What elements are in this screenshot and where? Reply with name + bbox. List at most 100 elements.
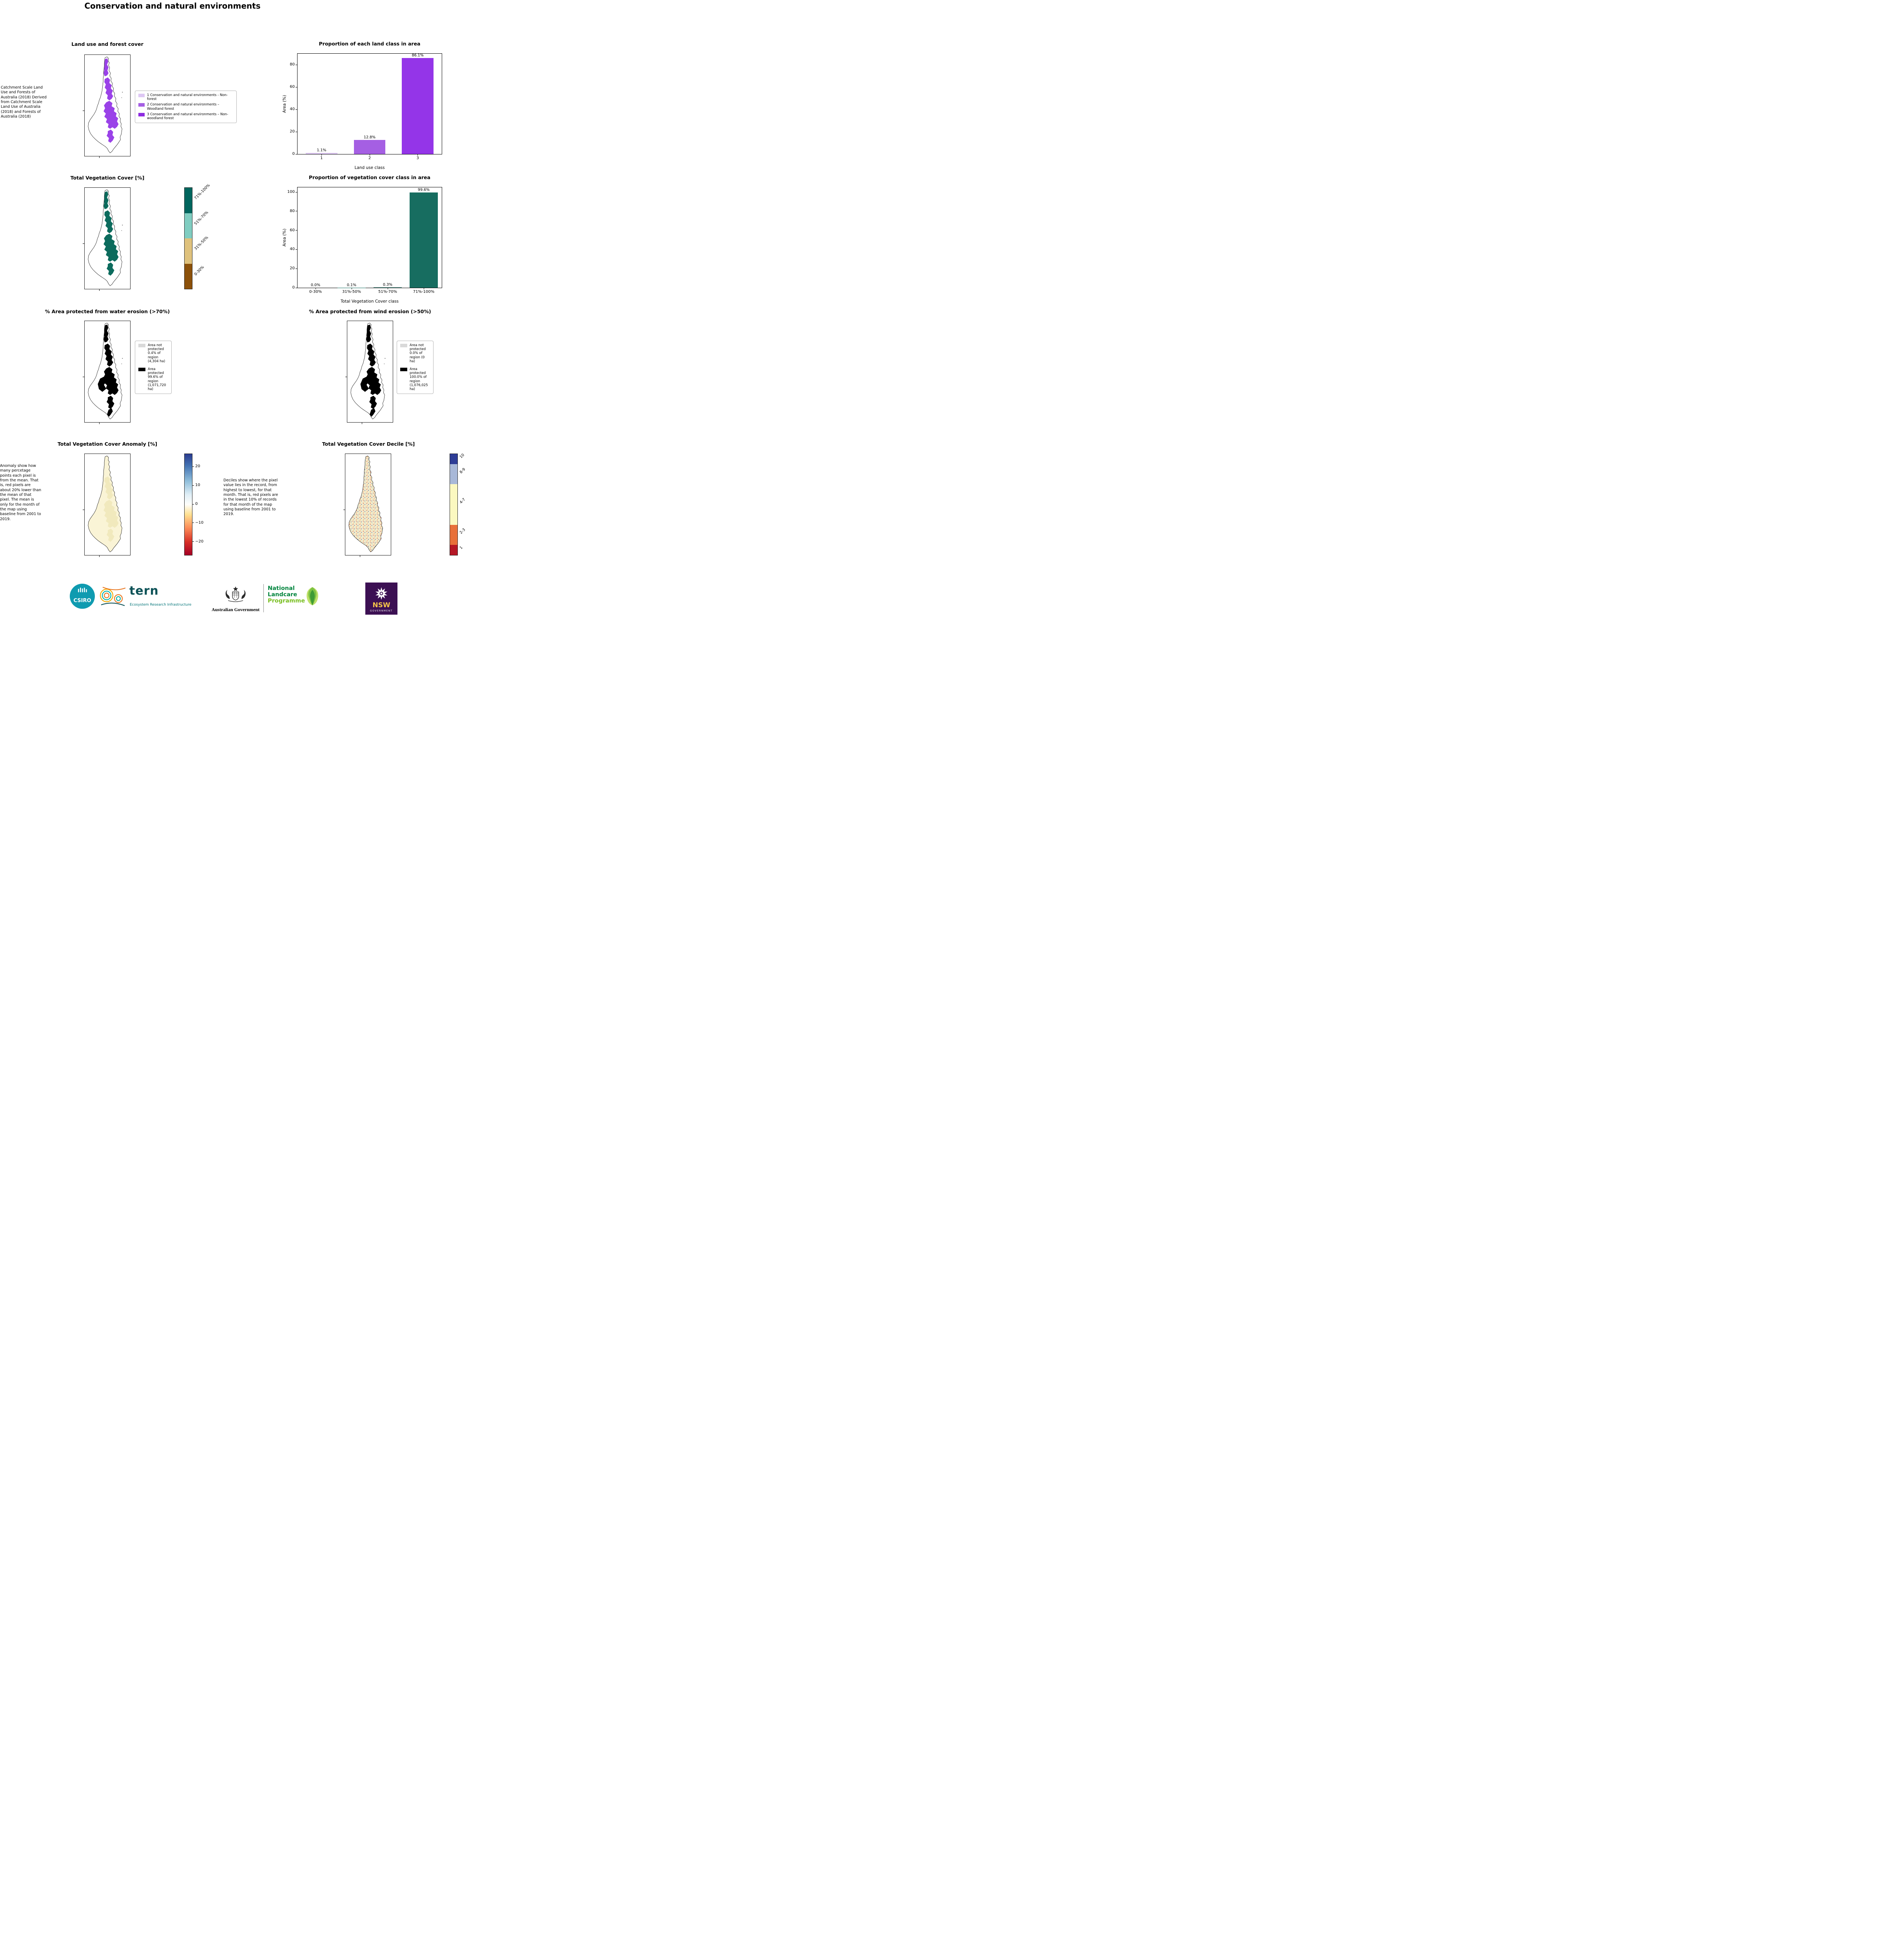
australian-government-crest (218, 583, 253, 605)
colorbar-segment (185, 238, 192, 264)
wind-erosion-map (345, 321, 393, 424)
y-tick (296, 249, 298, 250)
land-use-map-title: Land use and forest cover (71, 41, 143, 47)
decile-map (343, 454, 391, 557)
land-use-map (83, 54, 131, 158)
colorbar-tick (192, 504, 194, 505)
colorbar-segment (450, 524, 457, 545)
colorbar-segment (450, 484, 457, 525)
water-erosion-map (83, 321, 131, 424)
colorbar-segment (185, 213, 192, 238)
x-tick-label: 51%-70% (378, 290, 397, 294)
legend-item-label: 3 Conservation and natural environments … (147, 112, 229, 120)
footer-divider (263, 584, 264, 612)
land-class-plot-area: 0 20 40 60 80 1.1% 1 12.8% 2 86.1% 3 (290, 53, 442, 160)
y-tick-label: 100 (287, 190, 295, 194)
legend-item: Area not protected 0.0% of region (0 ha) (400, 343, 430, 363)
veg-cover-map (83, 187, 131, 291)
csiro-logo-svg: CSIRO (70, 584, 95, 609)
land-class-chart-xlabel: Land use class (354, 165, 385, 170)
y-tick-label: 60 (290, 85, 295, 89)
nsw-logo-text: NSW (372, 601, 390, 609)
anomaly-map-svg (88, 456, 122, 552)
page-title: Conservation and natural environments (84, 1, 261, 11)
colorbar-segment-label: 0-30% (193, 265, 205, 277)
colorbar-segment (450, 464, 457, 485)
legend-item: Area protected 100.0% of region (1,076,0… (400, 367, 430, 391)
veg-class-chart-xlabel: Total Vegetation Cover class (341, 299, 399, 304)
landcare-leaves-svg (307, 587, 318, 606)
anomaly-colorbar: 20 10 0 −10 −20 (184, 454, 223, 555)
australian-government-crest-svg (225, 586, 246, 602)
indigenous-artwork (98, 584, 127, 609)
bar (410, 192, 438, 288)
legend-swatch (138, 113, 145, 116)
legend-item: Area protected 99.6% of region (1,071,72… (138, 367, 168, 391)
csiro-logo-marks (78, 588, 87, 592)
land-use-legend: 1 Conservation and natural environments … (135, 91, 237, 123)
anomaly-colorbar-bar (184, 454, 192, 555)
national-landcare-programme-text: National Landcare Programme (268, 585, 305, 604)
land-class-chart-title: Proportion of each land class in area (319, 41, 421, 47)
bar (354, 140, 386, 154)
bar-value-label: 86.1% (412, 53, 424, 58)
colorbar-tick-label: 0 (195, 502, 198, 506)
tern-logo-text: tern (129, 584, 159, 598)
veg-cover-map-svg (88, 189, 123, 286)
land-class-chart-ylabel: Area (%) (282, 95, 287, 113)
coastal-islands (121, 92, 123, 98)
colorbar-segment-label: 71%-100% (193, 183, 211, 201)
nsw-logo-subtitle: GOVERNMENT (370, 610, 393, 612)
colorbar-segment (185, 188, 192, 213)
water-erosion-map-svg (88, 323, 123, 419)
nlp-line-national: National (268, 585, 295, 592)
colorbar-segment-label: 2-3 (459, 528, 466, 535)
legend-item-label: Area protected 100.0% of region (1,076,0… (410, 367, 428, 391)
x-tick-label: 0-30% (309, 290, 322, 294)
veg-cover-map-title: Total Vegetation Cover [%] (70, 175, 145, 181)
land-class-chart: Proportion of each land class in area Ar… (270, 40, 447, 173)
x-tick (321, 154, 322, 156)
y-tick-label: 0 (292, 152, 295, 156)
legend-item-label: Area protected 99.6% of region (1,071,72… (148, 367, 166, 391)
anomaly-note: Anomaly show how many percetage points e… (0, 464, 42, 521)
legend-item: 2 Conservation and natural environments … (138, 103, 233, 111)
anomaly-map-title: Total Vegetation Cover Anomaly [%] (57, 441, 158, 447)
bar (402, 58, 434, 154)
decile-colorbar: 10 8-9 4-7 2-3 1 (450, 453, 470, 555)
colorbar-segment (450, 454, 457, 464)
legend-swatch (138, 367, 145, 371)
decile-map-svg (348, 456, 383, 552)
coastal-islands (121, 225, 123, 231)
veg-cover-colorbar-bar (184, 187, 192, 289)
bar-value-label: 0.3% (383, 283, 393, 287)
legend-swatch (138, 103, 145, 107)
landcare-leaves-icon (301, 585, 324, 608)
decile-note: Deciles show where the pixel value lies … (223, 478, 278, 517)
nsw-government-logo-svg: NSW GOVERNMENT (365, 583, 397, 615)
colorbar-tick (192, 485, 194, 486)
veg-class-chart: Proportion of vegetation cover class in … (270, 174, 447, 307)
land-use-source-note: Catchment Scale Land Use and Forests of … (1, 85, 47, 119)
y-tick-label: 40 (290, 107, 295, 112)
legend-swatch (138, 94, 145, 97)
x-tick-label: 71%-100% (413, 290, 435, 294)
legend-item: 1 Conservation and natural environments … (138, 93, 233, 101)
water-erosion-legend: Area not protected 0.4% of region (4,304… (135, 341, 172, 394)
x-tick-label: 31%-50% (342, 290, 361, 294)
colorbar-tick-label: −20 (195, 539, 204, 544)
legend-item: 3 Conservation and natural environments … (138, 113, 233, 120)
indigenous-artwork-svg (100, 586, 126, 606)
wind-erosion-map-svg (350, 323, 386, 419)
y-tick-label: 80 (290, 209, 295, 213)
coastal-islands (384, 358, 386, 364)
colorbar-segment-label: 31%-50% (193, 235, 209, 251)
colorbar-segment (450, 545, 457, 555)
colorbar-tick (192, 541, 194, 542)
y-tick-label: 40 (290, 247, 295, 252)
legend-item-label: 2 Conservation and natural environments … (147, 103, 220, 111)
colorbar-tick-label: 10 (195, 483, 200, 488)
decile-map-title: Total Vegetation Cover Decile [%] (322, 441, 415, 447)
decile-colorbar-bar (450, 454, 458, 555)
bar-value-label: 1.1% (317, 148, 327, 152)
